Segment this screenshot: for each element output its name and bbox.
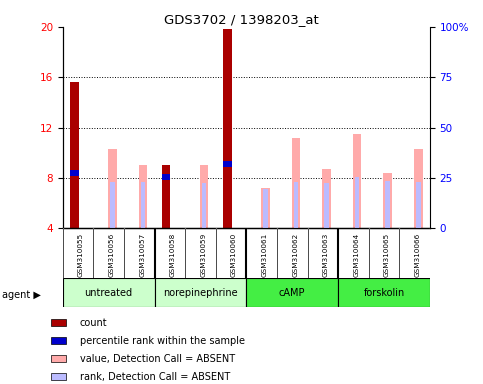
Bar bbox=[263, 189, 268, 228]
Text: rank, Detection Call = ABSENT: rank, Detection Call = ABSENT bbox=[80, 371, 230, 382]
Bar bbox=[63, 278, 155, 307]
Text: GSM310056: GSM310056 bbox=[109, 232, 114, 277]
Bar bbox=[70, 82, 79, 228]
Bar bbox=[51, 319, 67, 326]
Bar bbox=[162, 166, 170, 228]
Bar bbox=[51, 373, 67, 380]
Text: forskolin: forskolin bbox=[363, 288, 405, 298]
Bar bbox=[141, 182, 145, 228]
Text: GSM310055: GSM310055 bbox=[78, 232, 84, 277]
Text: GSM310058: GSM310058 bbox=[170, 232, 176, 277]
Text: GSM310063: GSM310063 bbox=[323, 232, 329, 277]
Text: GSM310062: GSM310062 bbox=[292, 232, 298, 277]
Bar bbox=[200, 166, 208, 228]
Bar bbox=[51, 337, 67, 344]
Bar bbox=[246, 278, 338, 307]
Bar bbox=[294, 182, 298, 228]
Bar bbox=[51, 355, 67, 362]
Bar bbox=[353, 134, 361, 228]
Text: norepinephrine: norepinephrine bbox=[163, 288, 238, 298]
Bar bbox=[292, 138, 300, 228]
Text: agent ▶: agent ▶ bbox=[2, 290, 41, 300]
Bar bbox=[139, 166, 147, 228]
Text: GSM310065: GSM310065 bbox=[384, 232, 390, 277]
Bar bbox=[223, 161, 232, 167]
Text: GSM310061: GSM310061 bbox=[262, 232, 268, 277]
Text: GSM310066: GSM310066 bbox=[414, 232, 421, 277]
Bar bbox=[110, 182, 114, 228]
Text: cAMP: cAMP bbox=[279, 288, 305, 298]
Text: GSM310057: GSM310057 bbox=[139, 232, 145, 277]
Bar bbox=[162, 174, 170, 180]
Text: GDS3702 / 1398203_at: GDS3702 / 1398203_at bbox=[164, 13, 319, 26]
Bar bbox=[355, 177, 359, 228]
Bar bbox=[223, 30, 232, 228]
Text: GSM310064: GSM310064 bbox=[354, 232, 359, 277]
Bar bbox=[108, 149, 116, 228]
Bar bbox=[416, 182, 421, 228]
Text: count: count bbox=[80, 318, 108, 328]
Text: GSM310059: GSM310059 bbox=[200, 232, 206, 277]
Bar bbox=[384, 173, 392, 228]
Bar bbox=[414, 149, 423, 228]
Text: GSM310060: GSM310060 bbox=[231, 232, 237, 277]
Bar bbox=[322, 169, 331, 228]
Bar bbox=[202, 183, 206, 228]
Bar bbox=[338, 278, 430, 307]
Bar bbox=[385, 180, 390, 228]
Bar bbox=[324, 183, 329, 228]
Bar bbox=[70, 170, 79, 176]
Bar bbox=[155, 278, 246, 307]
Text: value, Detection Call = ABSENT: value, Detection Call = ABSENT bbox=[80, 354, 235, 364]
Bar bbox=[261, 188, 270, 228]
Text: untreated: untreated bbox=[85, 288, 133, 298]
Text: percentile rank within the sample: percentile rank within the sample bbox=[80, 336, 245, 346]
